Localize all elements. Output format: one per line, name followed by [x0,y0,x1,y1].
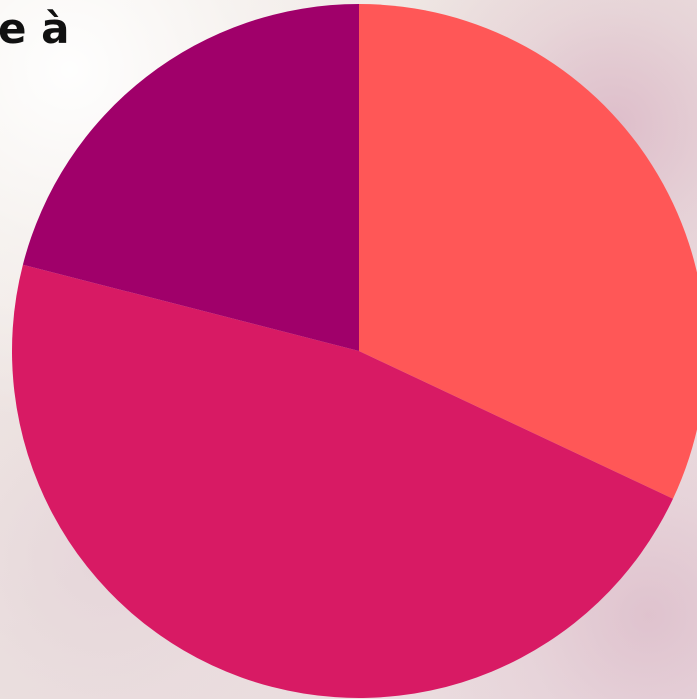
pie-slice-2 [11,264,673,699]
pie-slice-3 [22,4,360,351]
title-fragment: e à [0,4,70,53]
pie-slice-1 [359,4,697,499]
pie-slices [11,4,697,699]
